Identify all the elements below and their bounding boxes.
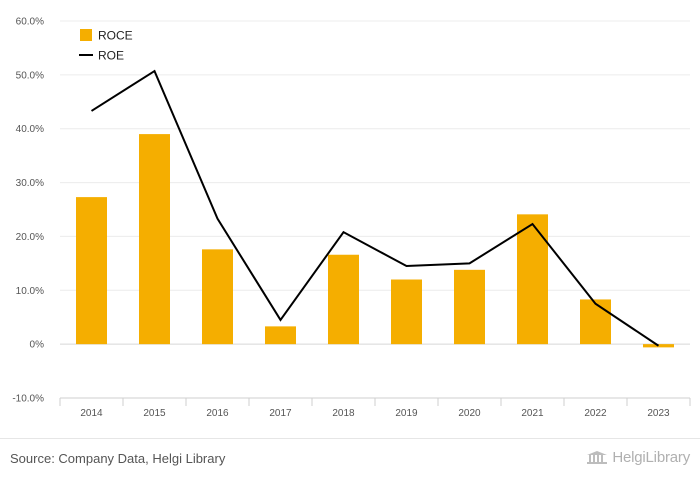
x-tick-label: 2014 [80, 408, 103, 419]
roce-bar[interactable] [391, 279, 422, 345]
x-tick-label: 2016 [206, 408, 229, 419]
x-tick-label: 2018 [332, 408, 355, 419]
roce-bar[interactable] [265, 326, 296, 345]
roe-point[interactable] [593, 301, 599, 307]
y-tick-label: 40.0% [16, 124, 44, 135]
roe-point[interactable] [530, 221, 536, 227]
footer-divider [0, 438, 700, 439]
roce-bar[interactable] [580, 299, 611, 345]
y-tick-label: 60.0% [16, 17, 44, 28]
roe-point[interactable] [341, 229, 347, 235]
roe-point[interactable] [404, 263, 410, 269]
x-tick-label: 2022 [584, 408, 607, 419]
brand-name: HelgiLibrary [612, 449, 690, 466]
roce-roe-chart: 60.0% 50.0% 40.0% 30.0% 20.0% 10.0% 0% -10.0% 20… [12, 17, 691, 419]
roe-point[interactable] [278, 317, 284, 323]
y-tick-label: 20.0% [16, 232, 44, 243]
roe-point[interactable] [467, 260, 473, 266]
x-tick-label: 2015 [143, 408, 166, 419]
y-tick-label: 50.0% [16, 70, 44, 81]
y-tick-label: -10.0% [12, 394, 44, 405]
roce-bar[interactable] [454, 269, 485, 345]
x-tick-label: 2023 [647, 408, 670, 419]
roce-bar[interactable] [517, 214, 548, 345]
roe-line[interactable] [90, 69, 660, 347]
legend-swatch-roce [80, 29, 92, 41]
roe-point[interactable] [89, 108, 95, 114]
legend-label-roe: ROE [98, 49, 124, 63]
y-tick-label: 0% [30, 340, 45, 351]
x-tick-label: 2020 [458, 408, 481, 419]
x-tick-label: 2021 [521, 408, 544, 419]
x-tick-label: 2019 [395, 408, 418, 419]
x-tick-label: 2017 [269, 408, 292, 419]
roe-point[interactable] [152, 68, 158, 74]
source-note: Source: Company Data, Helgi Library [10, 451, 226, 466]
roce-bar[interactable] [328, 254, 359, 345]
y-tick-label: 10.0% [16, 286, 44, 297]
roce-bar[interactable] [202, 249, 233, 345]
roce-bar[interactable] [76, 197, 107, 345]
brand-logo: HelgiLibrary [586, 449, 690, 466]
library-icon [587, 450, 608, 464]
roce-bar[interactable] [139, 134, 170, 345]
y-tick-label: 30.0% [16, 178, 44, 189]
legend-label-roce: ROCE [98, 29, 133, 43]
roe-point[interactable] [215, 216, 221, 222]
roe-point[interactable] [656, 343, 662, 349]
